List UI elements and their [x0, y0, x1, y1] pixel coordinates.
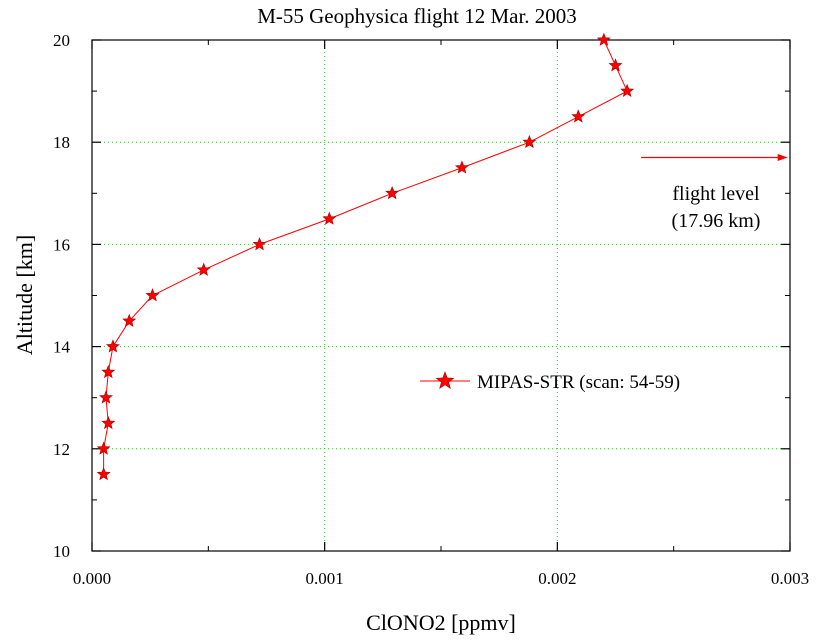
data-point: [596, 32, 611, 46]
grid: [92, 40, 790, 551]
data-point: [454, 160, 469, 174]
data-point: [96, 467, 111, 481]
x-tick-label: 0.002: [538, 569, 576, 588]
y-tick-label: 18: [53, 133, 70, 152]
chart-title: M-55 Geophysica flight 12 Mar. 2003: [257, 4, 577, 28]
data-point: [98, 390, 113, 404]
legend-label: MIPAS-STR (scan: 54-59): [477, 372, 680, 393]
data-point: [105, 339, 120, 353]
data-point: [522, 134, 537, 149]
annotation: flight level (17.96 km): [641, 154, 788, 232]
legend-marker: [435, 371, 455, 389]
data-point: [101, 415, 116, 430]
annotation-text: flight level: [672, 183, 760, 205]
legend: MIPAS-STR (scan: 54-59): [420, 371, 680, 393]
data-point: [196, 262, 211, 276]
x-tick-label: 0.000: [73, 569, 111, 588]
data-point: [101, 364, 116, 379]
y-tick-label: 14: [53, 338, 71, 357]
annotation-text: (17.96 km): [672, 210, 761, 232]
x-axis-label: ClONO2 [ppmv]: [366, 610, 516, 635]
data-point: [608, 58, 623, 72]
series-line: [103, 39, 628, 475]
data-point: [96, 441, 111, 455]
data-point: [252, 237, 267, 251]
y-tick-label: 10: [53, 542, 70, 561]
ticks: 0.000 0.001 0.002 0.003 10 12 14 16 18 20: [53, 31, 809, 588]
flight-level-arrowhead: [777, 154, 788, 162]
y-tick-label: 12: [53, 440, 70, 459]
data-point: [145, 288, 160, 302]
data-point: [620, 83, 635, 98]
series-group: [96, 32, 635, 481]
data-point: [571, 109, 586, 123]
data-point: [122, 313, 137, 327]
x-tick-label: 0.001: [306, 569, 344, 588]
data-point: [322, 211, 337, 225]
plot-frame: [91, 39, 791, 552]
y-tick-label: 16: [53, 235, 70, 254]
data-point: [385, 185, 400, 200]
y-tick-label: 20: [53, 31, 70, 50]
y-axis-label: Altitude [km]: [12, 235, 37, 355]
x-tick-label: 0.003: [771, 569, 809, 588]
